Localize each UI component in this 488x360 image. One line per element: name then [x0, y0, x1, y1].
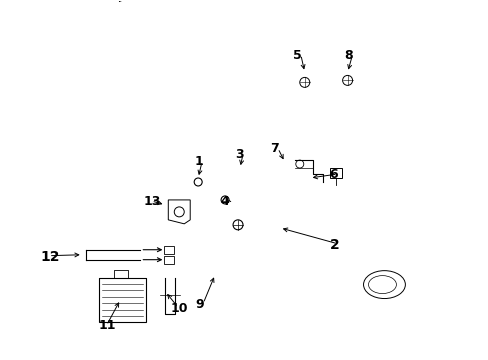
- Bar: [329, 168, 341, 178]
- Text: 11: 11: [99, 319, 116, 332]
- Text: 4: 4: [220, 195, 228, 208]
- Text: 6: 6: [329, 168, 338, 181]
- Text: 10: 10: [170, 302, 187, 315]
- Bar: [164, 246, 174, 254]
- Bar: [164, 256, 174, 264]
- Text: 2: 2: [329, 238, 339, 252]
- Text: 1: 1: [194, 155, 203, 168]
- Text: 8: 8: [344, 49, 352, 62]
- Text: 5: 5: [292, 49, 301, 62]
- Text: 9: 9: [195, 298, 203, 311]
- Bar: [99, 278, 146, 323]
- Text: 3: 3: [235, 148, 243, 161]
- Text: 7: 7: [269, 142, 278, 155]
- Text: 12: 12: [41, 250, 60, 264]
- Text: 13: 13: [143, 195, 161, 208]
